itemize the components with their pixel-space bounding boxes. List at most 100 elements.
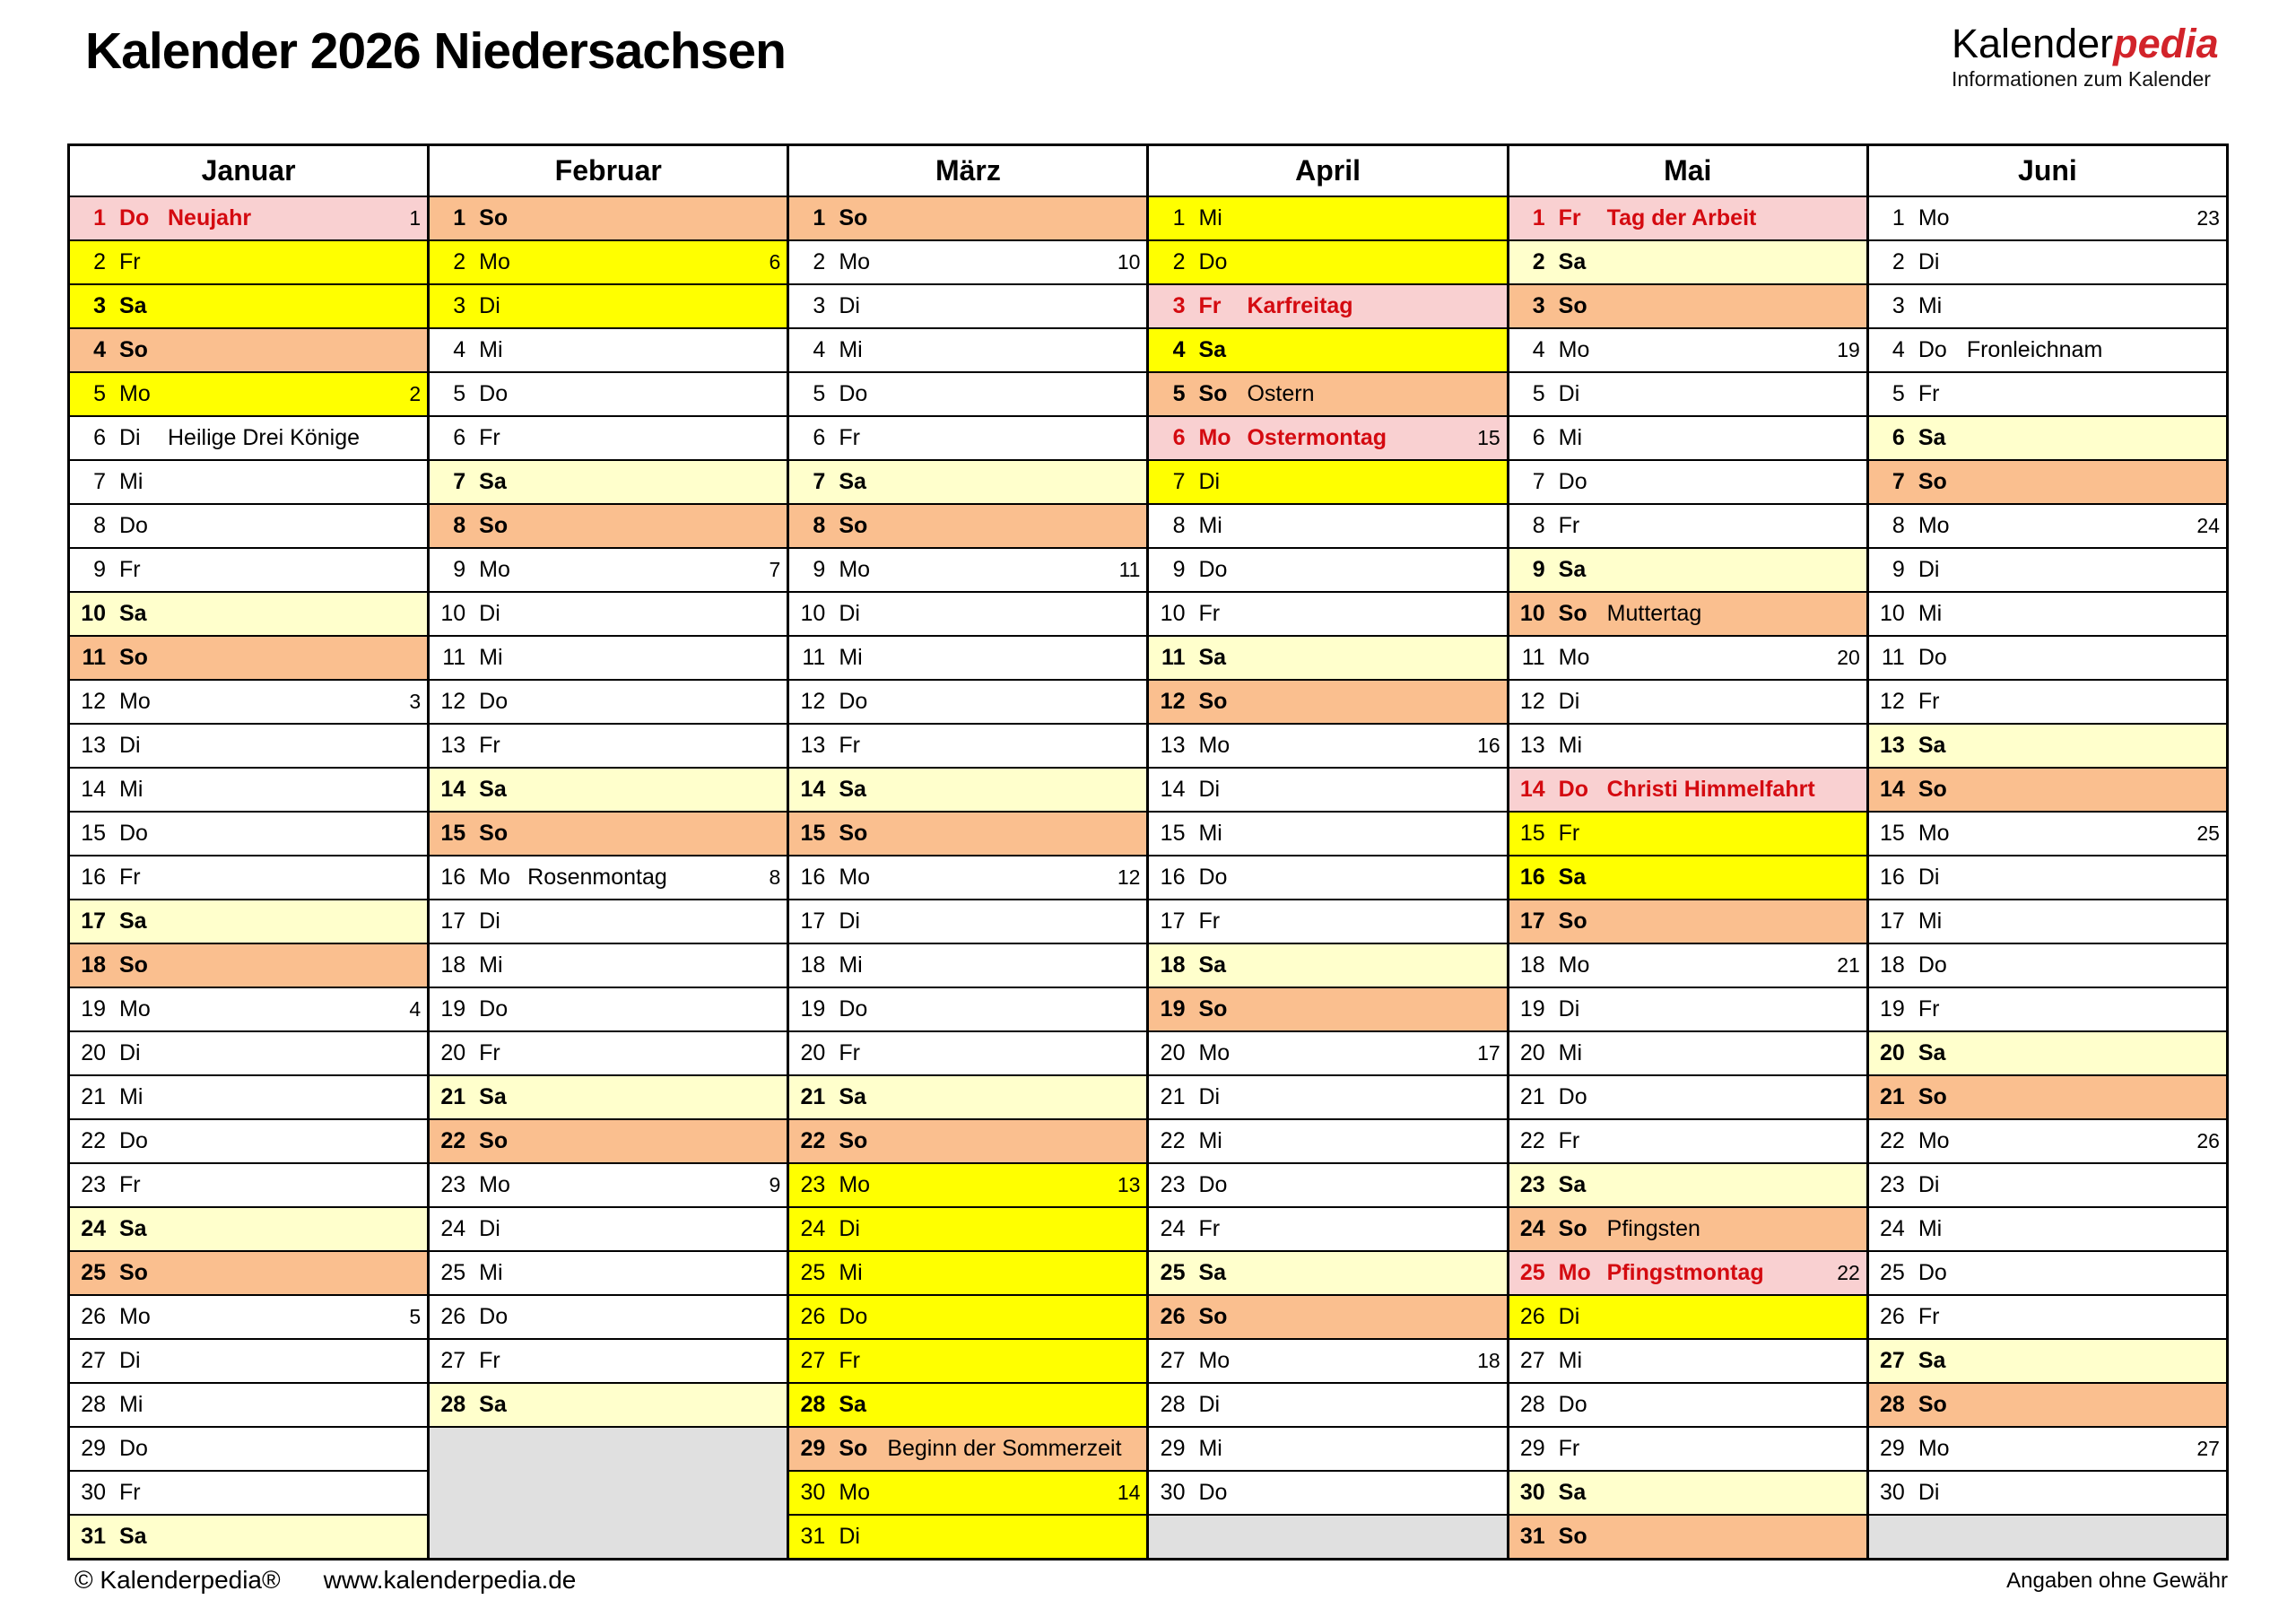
- weekday-abbrev: Mi: [119, 1084, 144, 1109]
- day-number: 30: [1519, 1480, 1545, 1505]
- day-cell: 7 Do: [1509, 461, 1866, 503]
- weekday-abbrev: Di: [1918, 1172, 1940, 1197]
- kalenderpedia-logo: Kalenderpedia Informationen zum Kalender: [1952, 23, 2219, 90]
- weekday-abbrev: Fr: [479, 425, 500, 450]
- day-cell: 11 So: [70, 637, 428, 679]
- day-number: 9: [453, 557, 466, 582]
- weekday-abbrev: Mi: [1198, 1436, 1222, 1461]
- day-cell: 6 Mo Ostermontag 15: [1149, 417, 1507, 459]
- week-number: 16: [1477, 734, 1500, 757]
- day-cell: 25 Mi: [789, 1252, 1147, 1294]
- week-number: 8: [769, 865, 781, 889]
- weekday-abbrev: So: [119, 645, 148, 670]
- day-number: 1: [813, 205, 826, 230]
- day-number: 10: [800, 601, 826, 626]
- day-cell: 21 Sa: [789, 1076, 1147, 1118]
- day-cell: 13 Fr: [789, 725, 1147, 767]
- day-cell: 30 Mo 14: [789, 1472, 1147, 1514]
- day-number: 8: [93, 513, 106, 538]
- day-cell: 19 Di: [1509, 988, 1866, 1030]
- day-cell: 26 So: [1149, 1296, 1507, 1338]
- day-number: 25: [800, 1260, 826, 1285]
- day-number: 26: [1880, 1304, 1905, 1329]
- day-cell: 17 Mi: [1868, 900, 2226, 943]
- day-number: 5: [813, 381, 826, 406]
- day-cell: 21 Sa: [430, 1076, 787, 1118]
- day-cell: 11 Sa: [1149, 637, 1507, 679]
- day-cell: 22 Mi: [1149, 1120, 1507, 1162]
- day-cell: 21 Mi: [70, 1076, 428, 1118]
- day-number: 19: [800, 996, 826, 1021]
- day-cell: 26 Mo 5: [70, 1296, 428, 1338]
- day-cell: 3 Di: [430, 285, 787, 327]
- day-number: 15: [800, 821, 826, 846]
- day-number: 28: [81, 1392, 106, 1417]
- weekday-abbrev: Mo: [479, 1172, 510, 1197]
- day-number: 8: [813, 513, 826, 538]
- day-note: Christi Himmelfahrt: [1606, 777, 1815, 802]
- day-cell: 8 So: [430, 505, 787, 547]
- day-cell: 11 Mo 20: [1509, 637, 1866, 679]
- day-cell: 17 Di: [430, 900, 787, 943]
- weekday-abbrev: Fr: [1558, 1436, 1580, 1461]
- day-number: 21: [81, 1084, 106, 1109]
- day-number: 14: [1519, 777, 1545, 802]
- day-number: 1: [453, 205, 466, 230]
- weekday-abbrev: So: [1558, 1216, 1587, 1241]
- day-note: Heilige Drei Könige: [168, 425, 361, 450]
- day-cell: 5 Do: [430, 373, 787, 415]
- weekday-abbrev: Mi: [1198, 513, 1222, 538]
- day-cell: 9 Mo 11: [789, 549, 1147, 591]
- page-title: Kalender 2026 Niedersachsen: [85, 22, 787, 80]
- day-note: Beginn der Sommerzeit: [887, 1436, 1122, 1461]
- month-header: April: [1149, 146, 1507, 196]
- day-number: 22: [1519, 1128, 1545, 1153]
- day-note: Karfreitag: [1247, 293, 1353, 318]
- day-cell: 13 Mi: [1509, 725, 1866, 767]
- month-header: Februar: [430, 146, 787, 196]
- weekday-abbrev: Fr: [839, 1040, 860, 1065]
- week-number: 15: [1477, 426, 1500, 449]
- week-number: 14: [1117, 1481, 1141, 1504]
- day-cell: 1 Fr Tag der Arbeit: [1509, 197, 1866, 239]
- weekday-abbrev: Do: [1198, 249, 1228, 274]
- day-cell: 3 Sa: [70, 285, 428, 327]
- day-cell: 11 Mi: [789, 637, 1147, 679]
- day-number: 14: [1880, 777, 1905, 802]
- weekday-abbrev: Sa: [479, 1084, 507, 1109]
- weekday-abbrev: Mo: [119, 1304, 151, 1329]
- weekday-abbrev: Fr: [839, 733, 860, 758]
- day-cell: 5 Mo 2: [70, 373, 428, 415]
- day-cell: 11 Mi: [430, 637, 787, 679]
- day-number: 9: [1892, 557, 1905, 582]
- day-number: 21: [1880, 1084, 1905, 1109]
- day-number: 1: [93, 205, 106, 230]
- day-cell: 10 Sa: [70, 593, 428, 635]
- day-cell: 4 So: [70, 329, 428, 371]
- weekday-abbrev: Sa: [1558, 1480, 1587, 1505]
- weekday-abbrev: Do: [839, 996, 868, 1021]
- day-number: 22: [1880, 1128, 1905, 1153]
- day-cell: 13 Di: [70, 725, 428, 767]
- day-note: Ostermontag: [1247, 425, 1387, 450]
- website-link[interactable]: www.kalenderpedia.de: [323, 1566, 577, 1594]
- month-header: März: [789, 146, 1147, 196]
- day-number: 18: [81, 952, 106, 978]
- week-number: 18: [1477, 1349, 1500, 1372]
- day-cell: 8 Do: [70, 505, 428, 547]
- day-number: 26: [1160, 1304, 1186, 1329]
- weekday-abbrev: So: [1558, 1524, 1587, 1549]
- weekday-abbrev: Do: [1198, 1480, 1228, 1505]
- day-cell: 14 Sa: [430, 769, 787, 811]
- day-number: 3: [93, 293, 106, 318]
- day-number: 22: [1160, 1128, 1186, 1153]
- day-number: 19: [440, 996, 466, 1021]
- day-number: 14: [440, 777, 466, 802]
- day-cell: 20 Sa: [1868, 1032, 2226, 1074]
- day-number: 18: [800, 952, 826, 978]
- weekday-abbrev: Di: [1558, 996, 1580, 1021]
- day-cell: 23 Mo 13: [789, 1164, 1147, 1206]
- month-column-januar: Januar 1 Do Neujahr 1 2 Fr 3 Sa 4 So 5 Mo 2 6 Di Heilige…: [70, 146, 428, 1558]
- day-number: 16: [81, 865, 106, 890]
- weekday-abbrev: Sa: [1558, 865, 1587, 890]
